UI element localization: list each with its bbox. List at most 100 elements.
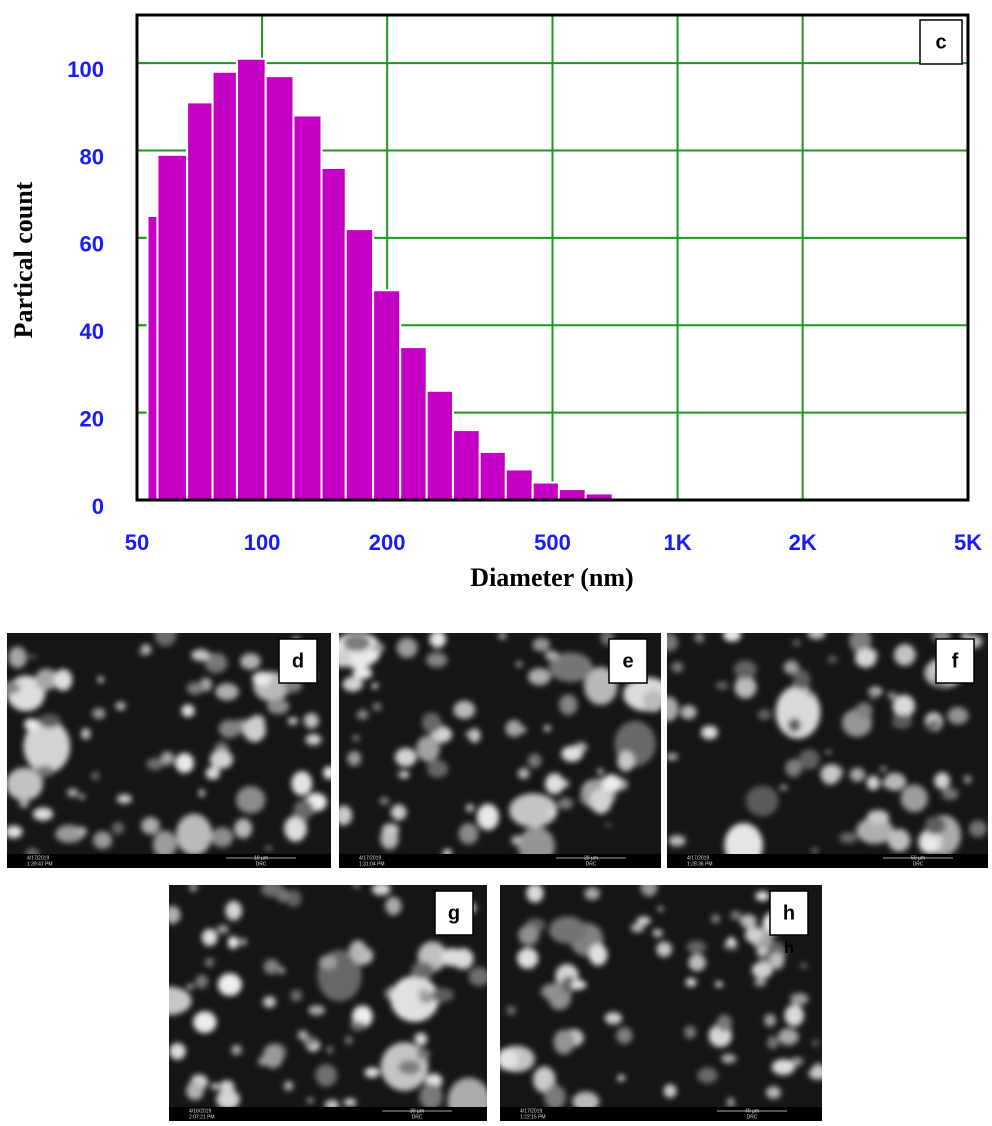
particle bbox=[191, 649, 210, 662]
particle bbox=[146, 758, 164, 770]
particle bbox=[371, 682, 379, 690]
particle bbox=[685, 977, 697, 988]
particle bbox=[385, 896, 402, 916]
particle bbox=[767, 1035, 779, 1050]
particles bbox=[339, 633, 661, 854]
panel-label-box bbox=[278, 638, 318, 684]
particle bbox=[855, 702, 873, 719]
particle bbox=[636, 916, 651, 925]
particle bbox=[757, 709, 772, 720]
info-date: 4/16/2019 bbox=[189, 1108, 211, 1114]
particle bbox=[740, 914, 757, 929]
y-tick-label: 60 bbox=[80, 232, 104, 257]
particle bbox=[97, 676, 104, 683]
particle bbox=[7, 767, 44, 801]
particle bbox=[343, 633, 371, 652]
particle bbox=[924, 721, 936, 731]
particle bbox=[546, 809, 556, 818]
particle bbox=[263, 959, 280, 975]
particle bbox=[216, 924, 229, 935]
particle bbox=[419, 1083, 443, 1107]
particle bbox=[640, 885, 658, 897]
particle bbox=[353, 885, 361, 889]
particle bbox=[557, 797, 573, 810]
x-tick-label: 100 bbox=[244, 530, 281, 555]
particle bbox=[402, 772, 409, 778]
particle bbox=[695, 636, 703, 643]
particle bbox=[204, 957, 215, 968]
particle bbox=[963, 775, 972, 784]
y-tick-label: 20 bbox=[80, 406, 104, 431]
y-tick-label: 40 bbox=[80, 319, 104, 344]
particle bbox=[667, 696, 679, 722]
particle bbox=[820, 764, 841, 785]
particle bbox=[306, 1097, 314, 1104]
particle bbox=[390, 804, 407, 821]
panel-label-box bbox=[769, 890, 809, 936]
particle bbox=[657, 905, 664, 912]
scale-label: 10 µm bbox=[254, 855, 268, 861]
particle bbox=[343, 1098, 357, 1107]
particle bbox=[839, 832, 858, 844]
particle bbox=[584, 886, 600, 900]
particle bbox=[468, 966, 487, 987]
particle bbox=[891, 714, 913, 729]
particle bbox=[23, 719, 71, 774]
particle bbox=[671, 661, 684, 673]
panel-label: e bbox=[622, 650, 633, 672]
y-tick-label: 80 bbox=[80, 144, 104, 169]
particle bbox=[532, 637, 551, 652]
panel-label-box bbox=[919, 19, 963, 65]
particle bbox=[344, 1035, 353, 1045]
particle bbox=[267, 698, 290, 715]
info-date: 4/17/2019 bbox=[687, 855, 709, 861]
particles bbox=[169, 885, 487, 1107]
particle bbox=[154, 633, 177, 647]
y-tick-label: 0 bbox=[92, 494, 104, 519]
particle bbox=[714, 981, 723, 988]
particle bbox=[111, 821, 125, 835]
particle bbox=[350, 1021, 366, 1031]
particle bbox=[784, 1004, 804, 1027]
particle bbox=[169, 905, 181, 924]
particle bbox=[115, 701, 126, 711]
particle bbox=[35, 765, 55, 778]
particle bbox=[416, 735, 440, 762]
particle bbox=[652, 928, 663, 938]
particle bbox=[751, 961, 773, 979]
particle bbox=[900, 784, 928, 813]
particle bbox=[160, 751, 174, 766]
bar bbox=[451, 429, 481, 501]
bar bbox=[186, 101, 214, 501]
particle bbox=[548, 652, 593, 682]
particle bbox=[588, 943, 608, 966]
bar bbox=[292, 114, 323, 502]
particle bbox=[947, 707, 969, 725]
particle bbox=[941, 788, 959, 801]
particle bbox=[517, 947, 539, 969]
x-tick-label: 5K bbox=[954, 530, 982, 555]
panel-label: h bbox=[783, 902, 795, 924]
particle bbox=[604, 1012, 623, 1025]
bar bbox=[211, 70, 238, 502]
particle bbox=[934, 772, 951, 790]
bar bbox=[372, 289, 402, 501]
particle bbox=[7, 825, 23, 839]
particle bbox=[175, 813, 213, 854]
bar bbox=[531, 481, 560, 501]
particle bbox=[175, 752, 194, 774]
plot-frame bbox=[135, 13, 970, 502]
particle bbox=[186, 682, 204, 695]
particle bbox=[783, 660, 799, 675]
particle bbox=[730, 910, 742, 921]
particle bbox=[866, 810, 890, 825]
particle bbox=[90, 771, 100, 781]
particle bbox=[509, 793, 558, 828]
stray-label: h bbox=[784, 940, 794, 957]
particle bbox=[811, 1039, 820, 1047]
particle bbox=[216, 1089, 240, 1107]
bar bbox=[264, 75, 295, 501]
particle bbox=[560, 976, 578, 994]
particle bbox=[243, 716, 266, 743]
particle bbox=[426, 759, 449, 778]
